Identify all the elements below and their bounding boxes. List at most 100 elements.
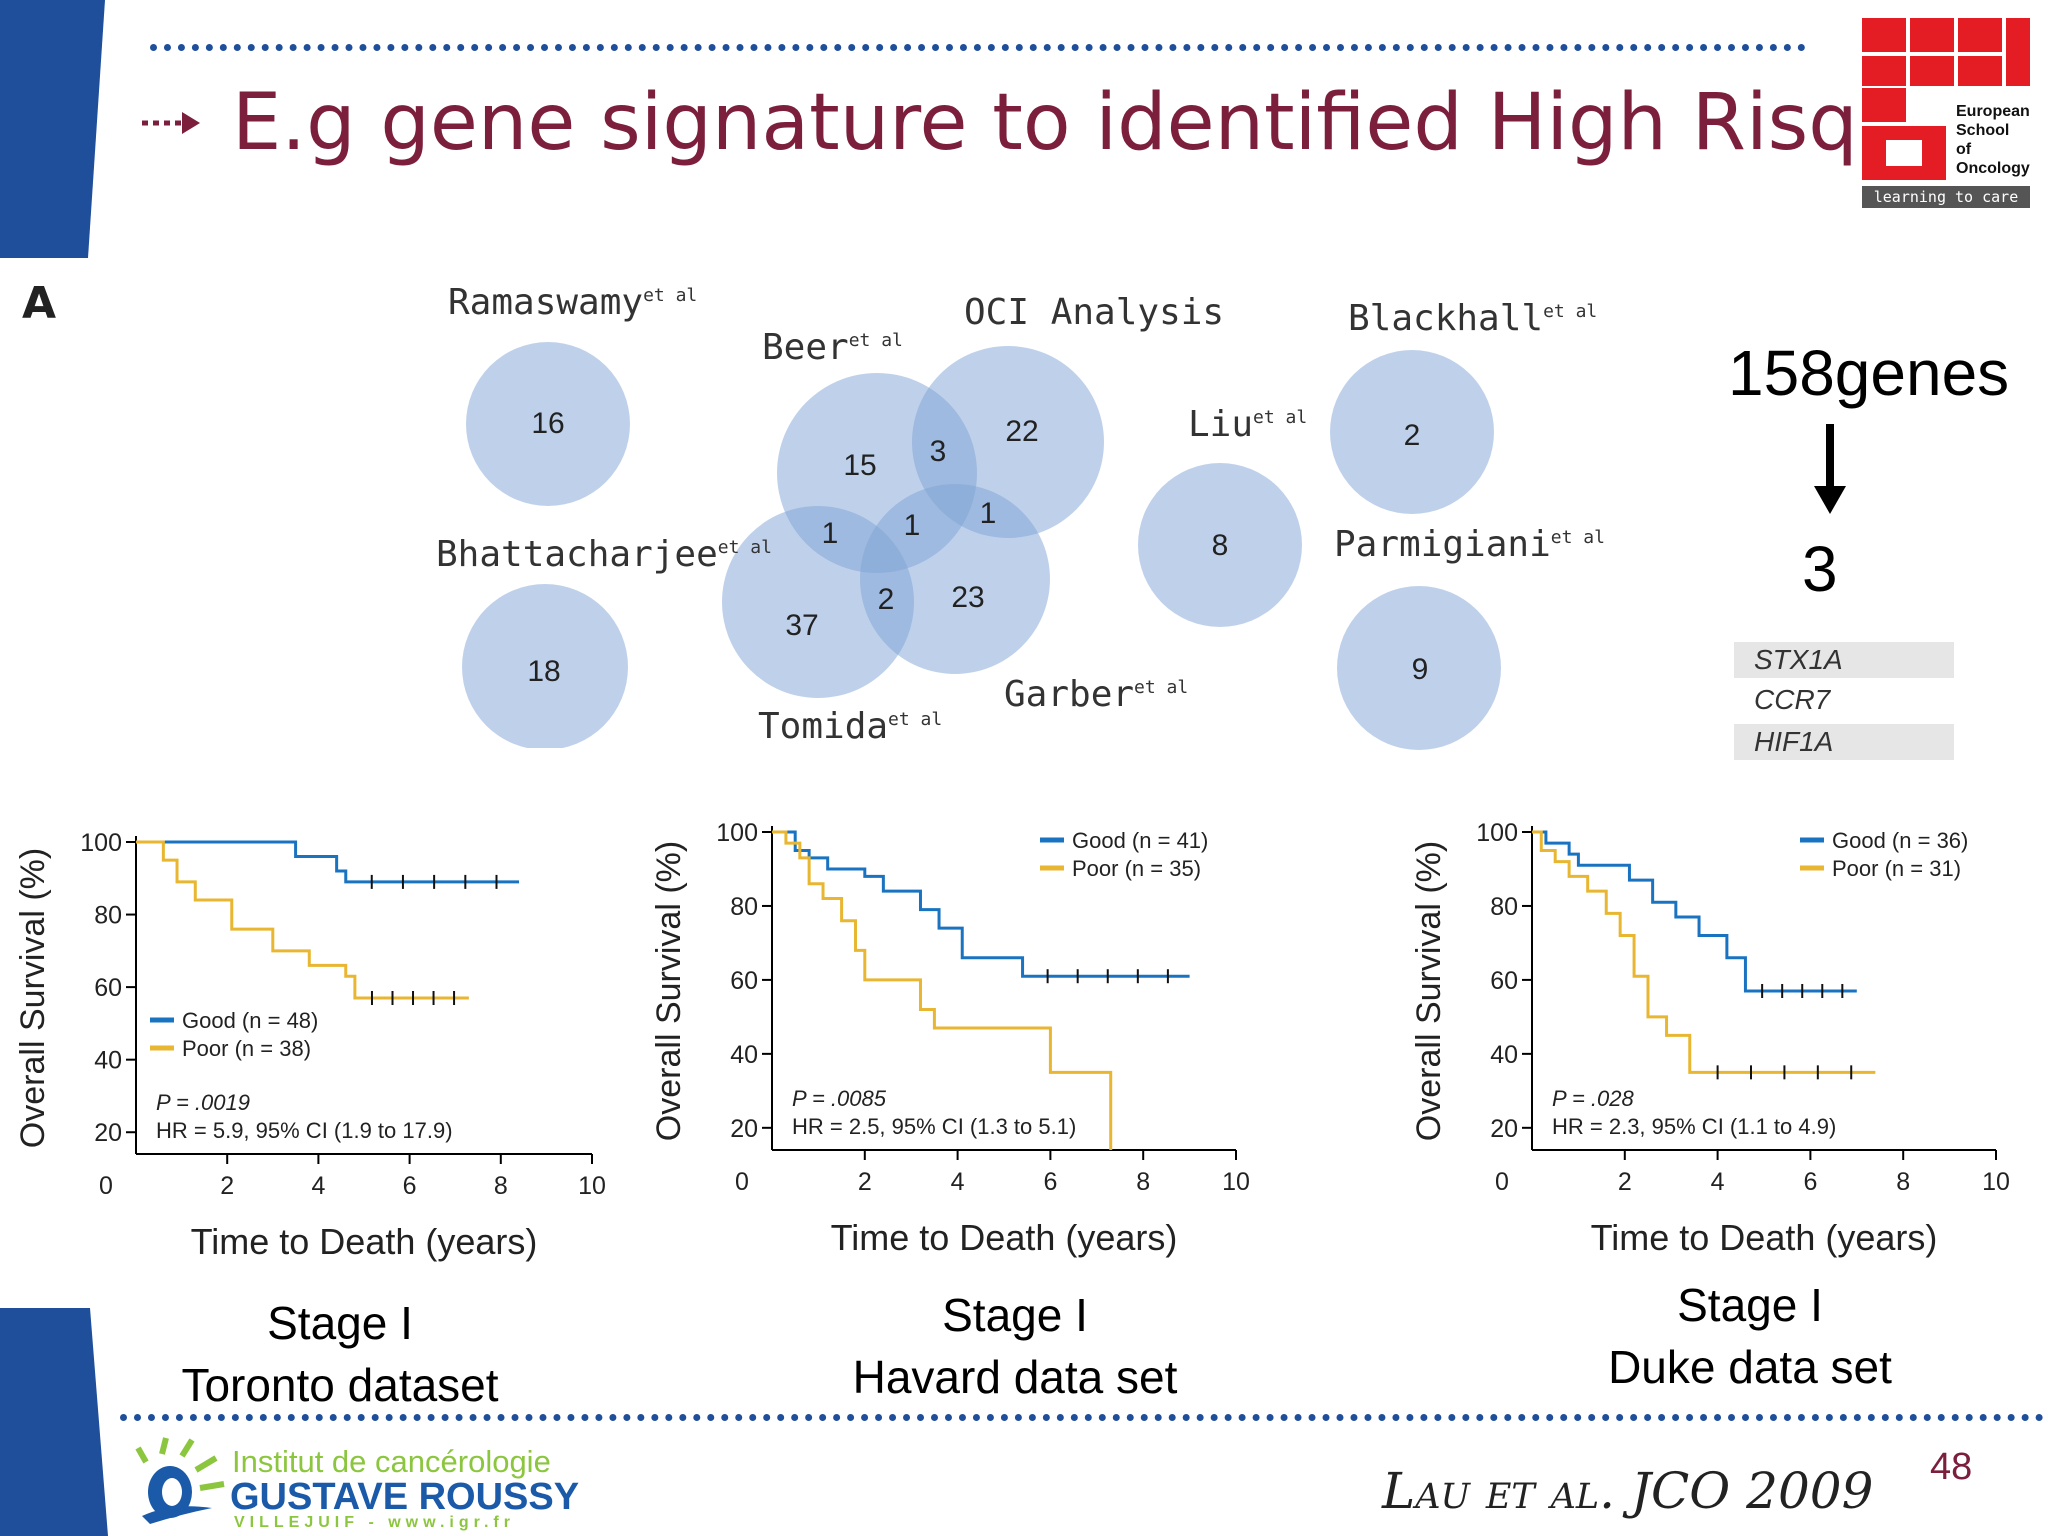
- bottom-dotted-divider: [120, 1414, 2044, 1421]
- survival-curve-good: [136, 840, 520, 884]
- legend-label: Poor (n = 38): [182, 1036, 311, 1061]
- label-liu: Liuet al: [1188, 404, 1308, 445]
- legend-label: Good (n = 48): [182, 1008, 318, 1033]
- venn-clip-mask: [440, 748, 650, 760]
- gene-count-to: 3: [1802, 533, 1838, 605]
- y-tick-label: 40: [94, 1047, 122, 1075]
- x-tick-label: 0: [735, 1168, 749, 1196]
- citation: Lau et al. JCO 2009: [1382, 1462, 1874, 1520]
- legend-label: Good (n = 41): [1072, 828, 1208, 853]
- y-tick-label: 40: [730, 1041, 758, 1069]
- venn-circle-liu: [1138, 463, 1302, 627]
- km-chart-havard: 20 40 60 80 100 0 2 4 6 8 10 Time to Death (years) O…: [650, 819, 1250, 1258]
- p-value: P = .0085: [792, 1086, 887, 1111]
- gene-list-item: CCR7: [1754, 684, 1831, 715]
- survival-curve-good: [772, 830, 1190, 978]
- esso-logo-mark: [1862, 18, 2030, 180]
- gene-list-item: HIF1A: [1734, 724, 1954, 760]
- igr-logo-line2: GUSTAVE ROUSSY: [230, 1476, 580, 1518]
- page-number: 48: [1930, 1446, 1973, 1488]
- y-tick-label: 40: [1490, 1041, 1518, 1069]
- venn-circle-parmigiani: [1337, 586, 1501, 750]
- x-axis-label: Time to Death (years): [1591, 1217, 1938, 1258]
- y-tick-label: 60: [1490, 967, 1518, 995]
- count-beer-garber: 1: [903, 509, 921, 542]
- km-chart-duke: 20 40 60 80 100 0 2 4 6 8 10 Time to Death (years) O…: [1410, 819, 2010, 1258]
- count-blackhall: 2: [1403, 419, 1421, 452]
- y-axis-label: Overall Survival (%): [650, 841, 688, 1141]
- x-tick-label: 8: [494, 1172, 508, 1200]
- label-bhattacharjee: Bhattacharjeeet al: [436, 534, 772, 575]
- x-axis-label: Time to Death (years): [191, 1221, 538, 1262]
- y-tick-label: 80: [1490, 893, 1518, 921]
- survival-curve-poor: [1532, 830, 1876, 1074]
- count-beer-oci: 3: [929, 435, 947, 468]
- legend-label: Poor (n = 31): [1832, 856, 1961, 881]
- stage-label-havard: Stage I Havard data set: [852, 1289, 1178, 1403]
- label-tomida: Tomidaet al: [758, 706, 943, 747]
- x-tick-label: 4: [951, 1168, 965, 1196]
- venn-circle-blackhall: [1330, 350, 1494, 514]
- venn-circle-bhattacharjee: [462, 584, 628, 750]
- hazard-ratio: HR = 2.3, 95% CI (1.1 to 4.9): [1552, 1114, 1836, 1139]
- p-value: P = .0019: [156, 1090, 250, 1115]
- x-tick-label: 2: [858, 1168, 872, 1196]
- count-beer-only: 15: [843, 449, 877, 482]
- panel-letter: A: [22, 278, 57, 329]
- survival-curve-good: [1532, 830, 1857, 993]
- venn-circle-garber: [860, 484, 1050, 674]
- y-axis-label: Overall Survival (%): [1410, 841, 1448, 1141]
- y-tick-label: 80: [730, 893, 758, 921]
- gene-list-item: STX1A: [1734, 642, 1954, 678]
- count-oci-only: 22: [1005, 415, 1039, 448]
- x-tick-label: 10: [578, 1172, 606, 1200]
- label-oci: OCI Analysis: [964, 292, 1225, 333]
- count-garber-only: 23: [951, 581, 985, 614]
- x-tick-label: 8: [1896, 1168, 1910, 1196]
- label-beer: Beeret al: [762, 327, 903, 368]
- label-blackhall: Blackhallet al: [1348, 298, 1598, 339]
- left-accent-bar-top: [0, 0, 105, 258]
- y-axis-label: Overall Survival (%): [14, 848, 52, 1148]
- stage-label-duke: Stage I Duke data set: [1608, 1279, 1892, 1393]
- top-dotted-divider: [150, 44, 1806, 51]
- count-parmigiani: 9: [1411, 653, 1429, 686]
- dashed-arrow-icon: [142, 112, 200, 134]
- venn-circle-ramaswamy: [466, 342, 630, 506]
- x-axis-label: Time to Death (years): [831, 1217, 1178, 1258]
- igr-logo-line3: VILLEJUIF - www.igr.fr: [234, 1514, 515, 1531]
- y-tick-label: 20: [94, 1119, 122, 1147]
- survival-curve-poor: [772, 830, 1113, 1150]
- x-tick-label: 6: [1043, 1168, 1057, 1196]
- x-tick-label: 0: [99, 1172, 113, 1200]
- slide-title: E.g gene signature to identified High Ri…: [232, 78, 1858, 168]
- count-bhattacharjee: 18: [527, 655, 561, 688]
- y-tick-label: 20: [730, 1115, 758, 1143]
- y-tick-label: 60: [94, 974, 122, 1002]
- count-tomida-only: 37: [785, 609, 819, 642]
- y-tick-label: 80: [94, 902, 122, 930]
- x-tick-label: 2: [1618, 1168, 1632, 1196]
- x-tick-label: 2: [220, 1172, 234, 1200]
- x-tick-label: 0: [1495, 1168, 1509, 1196]
- x-tick-label: 4: [311, 1172, 325, 1200]
- count-oci-garber: 1: [979, 497, 997, 530]
- gene-count-from: 158genes: [1728, 337, 2010, 409]
- y-tick-label: 20: [1490, 1115, 1518, 1143]
- x-tick-label: 4: [1711, 1168, 1725, 1196]
- legend-label: Poor (n = 35): [1072, 856, 1201, 881]
- igr-sun-logo-icon: [135, 1437, 225, 1524]
- y-tick-label: 60: [730, 967, 758, 995]
- stage-label-toronto: Stage I Toronto dataset: [181, 1297, 499, 1411]
- label-parmigiani: Parmigianiet al: [1334, 524, 1605, 565]
- count-center: 2: [877, 583, 895, 616]
- esso-logo-text: European School of Oncology: [1956, 103, 2030, 177]
- hazard-ratio: HR = 5.9, 95% CI (1.9 to 17.9): [156, 1118, 453, 1143]
- p-value: P = .028: [1552, 1086, 1635, 1111]
- km-chart-toronto: 20 40 60 80 100 0 2 4 6 8 10 Time to Death (years) O…: [14, 829, 606, 1262]
- count-beer-tomida: 1: [821, 517, 839, 550]
- x-tick-label: 10: [1222, 1168, 1250, 1196]
- hazard-ratio: HR = 2.5, 95% CI (1.3 to 5.1): [792, 1114, 1076, 1139]
- x-tick-label: 6: [1803, 1168, 1817, 1196]
- y-tick-label: 100: [716, 819, 758, 847]
